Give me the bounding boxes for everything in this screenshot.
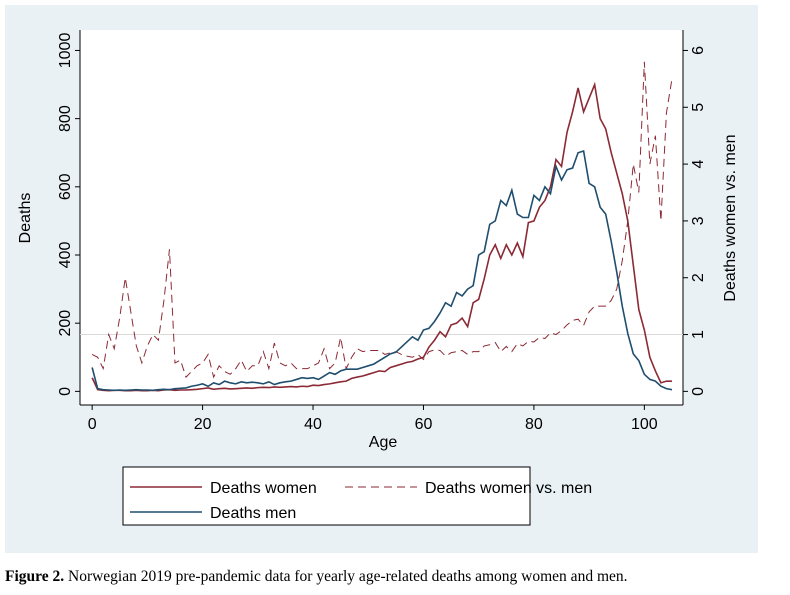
- x-tick-label: 40: [304, 416, 322, 433]
- legend-box: [122, 466, 531, 526]
- series-line: [91, 81, 672, 392]
- x-tick-label: 20: [194, 416, 212, 433]
- y-tick-label: 1000: [57, 33, 74, 69]
- y2-tick-label: 4: [690, 160, 707, 169]
- y2-tick-label: 0: [690, 387, 707, 396]
- series-line: [91, 61, 673, 379]
- chart: Age Deaths Deaths women vs. men 0 20 40 60 8…: [5, 5, 758, 553]
- x-tick-label: 0: [88, 416, 97, 433]
- legend-label: Deaths women: [210, 480, 317, 497]
- legend-label: Deaths men: [210, 505, 296, 522]
- y-tick-label: 400: [57, 242, 74, 269]
- x-tick-label: 60: [415, 416, 433, 433]
- y2-tick-label: 5: [690, 103, 707, 112]
- y2-tick-label: 1: [690, 330, 707, 339]
- x-axis-label: Age: [369, 434, 398, 451]
- caption-text: Norwegian 2019 pre-pandemic data for yea…: [68, 568, 628, 585]
- plot-area: [80, 30, 683, 405]
- caption: Figure 2. Norwegian 2019 pre-pandemic da…: [5, 568, 628, 586]
- y-tick-label: 800: [57, 105, 74, 132]
- x-tick-label: 100: [631, 416, 658, 433]
- x-tick-label: 80: [525, 416, 543, 433]
- y-axis-label: Deaths: [17, 193, 34, 244]
- y2-axis-label: Deaths women vs. men: [722, 134, 739, 301]
- y-tick-label: 0: [57, 387, 74, 396]
- y2-tick-label: 2: [690, 273, 707, 282]
- caption-label: Figure 2.: [5, 568, 65, 585]
- legend-label: Deaths women vs. men: [425, 480, 592, 497]
- y-tick-label: 200: [57, 310, 74, 337]
- y-tick-label: 600: [57, 173, 74, 200]
- series-line: [91, 149, 673, 392]
- y2-tick-label: 6: [690, 46, 707, 55]
- y2-tick-label: 3: [690, 216, 707, 225]
